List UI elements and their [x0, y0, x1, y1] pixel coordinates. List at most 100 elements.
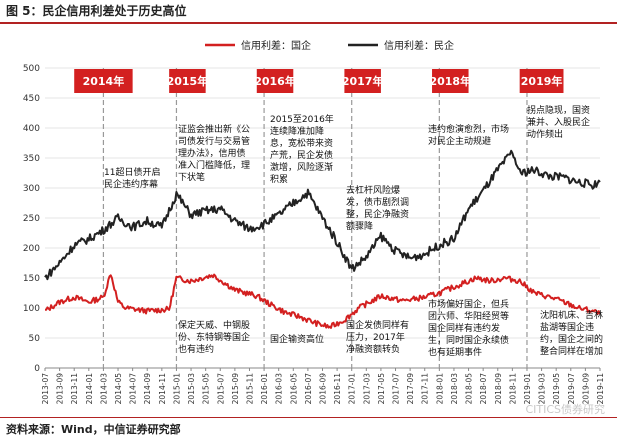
- x-tick-label: 2019-05: [552, 373, 561, 405]
- grid-lines: [44, 67, 601, 371]
- x-tick-label: 2018-09: [494, 373, 503, 405]
- bottom-rule: [0, 417, 617, 418]
- y-tick-label: 200: [23, 244, 40, 254]
- x-tick-label: 2014-03: [99, 373, 108, 405]
- x-tick-label: 2018-07: [479, 373, 488, 405]
- annotation-a2016bot: 国企输资高位: [270, 333, 324, 345]
- annotation-line: 也有违约: [178, 343, 214, 355]
- x-tick-label: 2016-07: [304, 373, 313, 405]
- year-label: 2017年: [342, 74, 384, 88]
- x-tick-label: 2016-11: [333, 373, 342, 405]
- series-line-soe: [45, 273, 601, 329]
- series-line-private: [44, 149, 601, 281]
- annotation-line: 准入门槛降低，理: [178, 159, 250, 171]
- annotations: 11超日债开启民企违约序幕证监会推出新《公司债发行与交易管理办法》，信用债准入门…: [104, 104, 603, 358]
- watermark: CITICS债券研究: [525, 403, 605, 416]
- x-tick-label: 2017-05: [377, 373, 386, 405]
- series-group: [44, 149, 601, 329]
- annotation-line: 约，国企之间的: [540, 333, 603, 345]
- annotation-line: 净融资额转负: [346, 343, 400, 355]
- y-tick-label: 300: [23, 184, 40, 194]
- year-label: 2019年: [521, 74, 563, 88]
- annotation-line: 产荒，民企发债: [270, 149, 333, 161]
- x-tick-label: 2019-07: [567, 373, 576, 405]
- annotation-a2016top: 2015至2016年连续降准加降息，宽松带来资产荒，民企发债激增，风险逐渐积累: [270, 113, 334, 185]
- x-tick-label: 2018-11: [508, 373, 517, 405]
- year-markers: 2014年 2015年 2016年 2017年 2018年 2019年: [74, 69, 564, 93]
- year-label: 2015年: [167, 74, 209, 88]
- annotation-line: 沈阳机床、吉林: [540, 309, 603, 321]
- annotation-line: 息，宽松带来资: [270, 137, 333, 149]
- x-tick-label: 2015-07: [216, 373, 225, 405]
- x-tick-label: 2019-09: [581, 373, 590, 405]
- y-tick-label: 250: [23, 214, 40, 224]
- year-box: [74, 69, 133, 93]
- y-tick-label: 500: [23, 64, 40, 74]
- x-tick-label: 2018-03: [450, 373, 459, 405]
- annotation-line: 违约愈演愈烈，市场: [428, 123, 509, 135]
- annotation-line: 额骤降: [346, 220, 373, 232]
- annotation-line: 压力，2017年: [346, 331, 405, 343]
- figure-title: 图 5：民企信用利差处于历史高位: [6, 4, 187, 18]
- annotation-line: 积累: [270, 173, 288, 185]
- x-tick-label: 2018-01: [435, 373, 444, 405]
- annotation-line: 国企输资高位: [270, 333, 324, 345]
- annotation-a2015bot: 保定天威、中钢股份、东特钢等国企也有违约: [178, 319, 250, 355]
- x-tick-label: 2019-01: [523, 373, 532, 405]
- annotation-line: 去杠杆风险爆: [346, 184, 400, 196]
- x-tick-label: 2017-09: [406, 373, 415, 405]
- y-tick-label: 50: [29, 334, 41, 344]
- y-tick-label: 0: [34, 364, 40, 374]
- x-tick-label: 2014-07: [129, 373, 138, 405]
- year-box: [432, 69, 469, 93]
- x-tick-label: 2013-11: [70, 373, 79, 405]
- x-tick-label: 2015-01: [172, 373, 181, 405]
- annotation-line: 市场偏好国企，但兵: [428, 298, 509, 310]
- annotation-a2017top: 去杠杆风险爆发，债市剧烈调整，民企净融资额骤降: [346, 184, 409, 232]
- source-note: 资料来源：Wind，中信证券研究部: [6, 423, 181, 436]
- annotation-a2015top: 证监会推出新《公司债发行与交易管理办法》，信用债准入门槛降低，理下状笔: [178, 123, 250, 183]
- y-tick-label: 400: [23, 124, 40, 134]
- annotation-line: 整，民企净融资: [346, 208, 409, 220]
- annotation-line: 2015至2016年: [270, 113, 334, 125]
- x-tick-label: 2013-09: [56, 373, 65, 405]
- annotation-a2014top: 11超日债开启民企违约序幕: [104, 166, 160, 190]
- annotation-line: 份、东特钢等国企: [178, 331, 250, 343]
- x-tick-label: 2017-01: [348, 373, 357, 405]
- x-tick-label: 2017-11: [421, 373, 430, 405]
- year-box: [519, 69, 564, 93]
- x-tick-label: 2019-03: [538, 373, 547, 405]
- annotation-line: 连续降准加降: [270, 125, 324, 137]
- legend-label-soe: 信用利差：国企: [241, 39, 311, 52]
- annotation-line: 国企同样有违约发: [428, 322, 500, 334]
- annotation-line: 司债发行与交易管: [178, 135, 250, 147]
- annotation-line: 民企违约序幕: [104, 178, 158, 190]
- legend: 信用利差：国企 信用利差：民企: [205, 39, 454, 52]
- annotation-line: 兼并、入股民企: [527, 116, 590, 128]
- annotation-line: 对民企主动规避: [428, 135, 491, 147]
- x-tick-label: 2015-09: [231, 373, 240, 405]
- year-box: [344, 69, 381, 93]
- annotation-line: 下状笔: [178, 171, 205, 183]
- x-tick-label: 2015-03: [187, 373, 196, 405]
- annotation-line: 整合同样在增加: [540, 345, 603, 357]
- x-axis: 2013-07 2013-09 2013-11 2014-01 2014-03 2014-…: [41, 373, 605, 405]
- y-tick-label: 350: [23, 154, 40, 164]
- year-box: [169, 69, 206, 93]
- y-tick-label: 450: [23, 94, 40, 104]
- x-tick-label: 2016-01: [260, 373, 269, 405]
- y-tick-label: 100: [23, 304, 40, 314]
- annotation-line: 证监会推出新《公: [178, 123, 250, 135]
- annotation-a2018bot: 市场偏好国企，但兵团六师、华阳经贸等国企同样有违约发生，同时国企永续债也有延期事…: [428, 298, 509, 358]
- x-tick-label: 2016-09: [319, 373, 328, 405]
- year-box: [256, 69, 294, 93]
- title-rule: [0, 22, 617, 24]
- x-tick-label: 2016-05: [289, 373, 298, 405]
- annotation-line: 生，同时国企永续债: [428, 334, 509, 346]
- year-label: 2014年: [83, 74, 125, 88]
- annotation-line: 11超日债开启: [104, 166, 160, 178]
- x-tick-label: 2014-05: [114, 373, 123, 405]
- x-tick-label: 2018-05: [465, 373, 474, 405]
- annotation-line: 激增，风险逐渐: [270, 161, 333, 173]
